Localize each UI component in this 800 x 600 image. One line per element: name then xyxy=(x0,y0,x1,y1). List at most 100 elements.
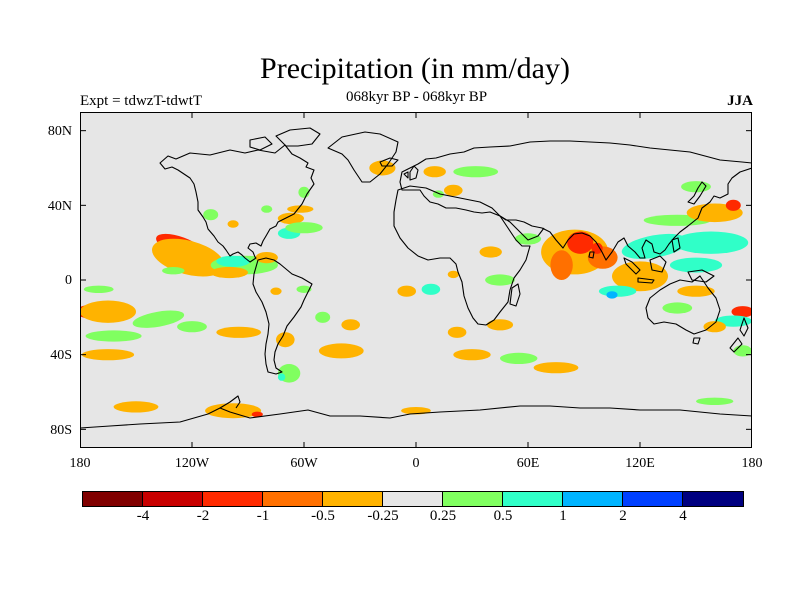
anomaly-patch xyxy=(514,233,542,245)
colorbar-box xyxy=(143,492,203,506)
anomaly-patch xyxy=(669,257,723,273)
anomaly-patch xyxy=(203,209,219,221)
anomaly-patch xyxy=(725,199,741,211)
colorbar-label: -1 xyxy=(256,508,270,524)
coastline-africa xyxy=(393,185,531,326)
anomaly-patch xyxy=(401,407,431,415)
anomaly-patch xyxy=(162,267,185,275)
anomaly-patch xyxy=(210,266,248,279)
anomaly-patch xyxy=(216,255,250,267)
coastline-australia xyxy=(645,275,721,335)
anomaly-patch xyxy=(731,306,752,318)
anomaly-patch xyxy=(421,283,441,295)
coastline-java xyxy=(637,277,655,284)
anomaly-patch xyxy=(447,326,467,338)
colorbar-label: -2 xyxy=(196,508,210,524)
lon-label-60w: 60W xyxy=(290,456,318,471)
anomaly-patch xyxy=(486,319,514,331)
anomaly-patch xyxy=(227,220,239,228)
coastline-south-america xyxy=(252,257,313,375)
anomaly-patch xyxy=(703,321,726,333)
anomaly-patch xyxy=(696,397,734,405)
colorbar-box xyxy=(443,492,503,506)
lon-label-0: 0 xyxy=(412,456,420,471)
anomaly-patch xyxy=(673,231,749,254)
colorbar-box xyxy=(623,492,683,506)
anomaly-patch xyxy=(681,181,711,193)
coastline-japan xyxy=(687,181,707,205)
anomaly-patch xyxy=(444,184,463,196)
anomaly-patch xyxy=(485,274,515,286)
anomaly-patch xyxy=(567,231,594,254)
coastline-new-guinea xyxy=(687,269,715,283)
experiment-label: Expt = tdwzT-tdwtT xyxy=(80,93,203,109)
anomaly-patch xyxy=(606,291,618,299)
coastline-arabia xyxy=(499,215,545,241)
lat-label-80s: 80S xyxy=(50,423,72,438)
anomaly-patch xyxy=(453,166,499,178)
anomaly-patch xyxy=(80,300,136,323)
colorbar-box xyxy=(323,492,383,506)
colorbar-box xyxy=(563,492,623,506)
coastline-north-america xyxy=(159,144,315,263)
anomaly-patch xyxy=(277,373,286,381)
anomaly-patch xyxy=(251,411,263,418)
anomaly-patch xyxy=(533,362,579,374)
colorbar-label: 2 xyxy=(619,508,627,524)
coastline-madagascar xyxy=(509,283,521,307)
colorbar-box xyxy=(263,492,323,506)
anomaly-patch xyxy=(277,212,304,224)
anomaly-patch xyxy=(612,261,668,292)
period-label: 068kyr BP - 068kyr BP xyxy=(345,89,488,105)
colorbar-label: -0.25 xyxy=(367,508,399,524)
anomaly-patch xyxy=(453,349,491,361)
anomaly-patch xyxy=(113,401,159,413)
anomaly-patch xyxy=(85,330,142,342)
anomaly-patch xyxy=(255,252,278,264)
anomaly-patch xyxy=(270,287,282,295)
lat-label-80n: 80N xyxy=(47,124,72,139)
anomaly-patch xyxy=(500,352,538,364)
colorbar-label: 1 xyxy=(559,508,567,524)
anomaly-patch xyxy=(423,166,446,178)
anomaly-patch xyxy=(447,270,459,279)
colorbar-label: 0.25 xyxy=(429,508,457,524)
anomaly-patch xyxy=(81,349,135,361)
anomaly-patch xyxy=(591,242,603,254)
colorbar-label: 0.5 xyxy=(493,508,513,524)
anomaly-patch xyxy=(397,285,417,297)
anomaly-patch xyxy=(83,285,114,293)
coastline-new-zealand xyxy=(729,317,749,353)
coastline-philippines xyxy=(671,237,681,253)
colorbar-box xyxy=(203,492,263,506)
lon-label-180e: 180 xyxy=(741,456,763,471)
colorbar-label: -4 xyxy=(136,508,150,524)
colorbar-label: 4 xyxy=(679,508,687,524)
lat-label-40n: 40N xyxy=(47,199,72,214)
anomaly-patch xyxy=(132,310,185,328)
map-panel xyxy=(80,112,752,448)
anomaly-patch xyxy=(479,246,502,258)
anomaly-patch xyxy=(318,343,364,359)
coastline-antarctica xyxy=(80,405,752,429)
coastline-uk xyxy=(403,165,419,181)
anomaly-patch xyxy=(276,332,295,348)
anomaly-patch xyxy=(296,285,312,293)
anomaly-patch xyxy=(178,263,213,275)
anomaly-patch xyxy=(598,285,637,297)
coastline-borneo xyxy=(649,255,667,273)
map-title: Precipitation (in mm/day) xyxy=(260,52,570,85)
lon-label-60e: 60E xyxy=(516,456,540,471)
coastline-arctic-islands xyxy=(249,127,321,151)
axis-ticks xyxy=(80,112,752,448)
anomaly-patch xyxy=(315,311,331,323)
lon-label-120e: 120E xyxy=(625,456,655,471)
coastline-sumatra xyxy=(623,257,641,275)
lat-label-0: 0 xyxy=(65,273,72,288)
anomaly-patch xyxy=(205,403,262,419)
anomaly-patch xyxy=(261,205,273,213)
coastline-greenland xyxy=(327,131,399,183)
lat-label-40s: 40S xyxy=(50,348,72,363)
lon-label-120w: 120W xyxy=(174,456,210,471)
lon-label-180w: 180 xyxy=(69,456,91,471)
